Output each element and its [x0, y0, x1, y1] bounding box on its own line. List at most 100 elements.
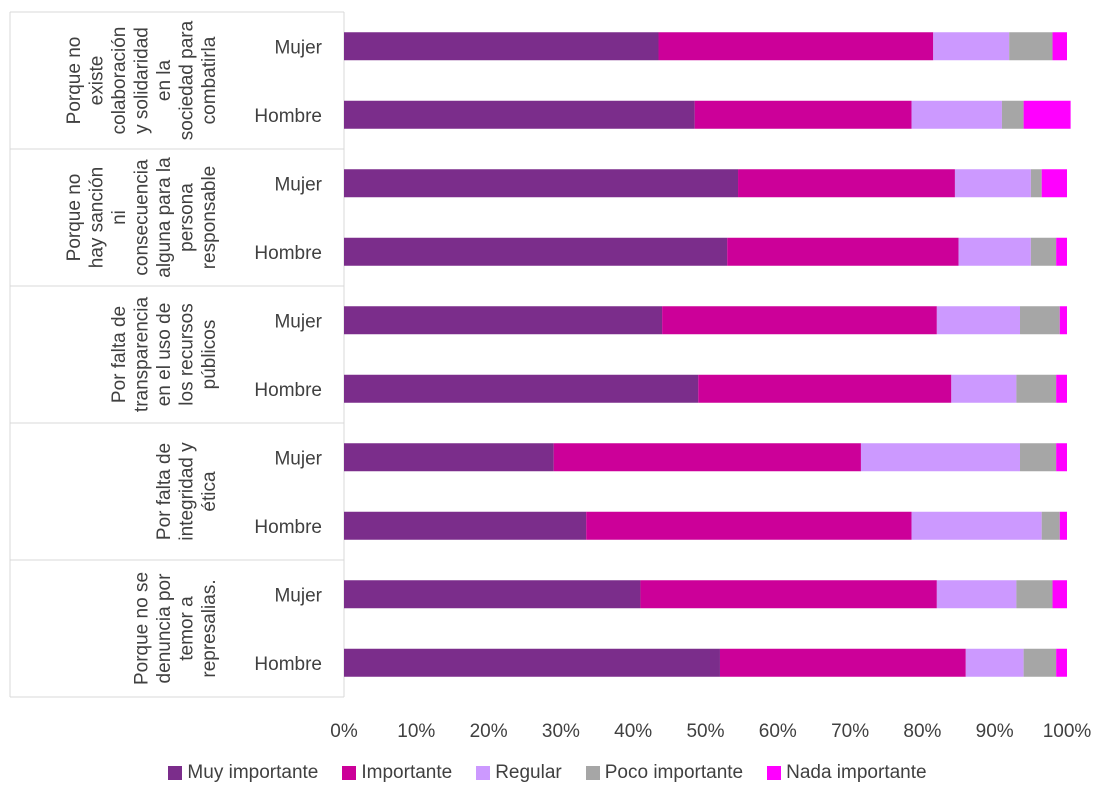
bar-segment — [1020, 306, 1060, 335]
group-label: en el uso de — [154, 303, 175, 407]
bar-segment — [344, 580, 641, 609]
x-tick-label: 60% — [759, 721, 797, 742]
bar-segment — [1016, 374, 1057, 403]
bar-segment — [344, 169, 739, 198]
x-tick-label: 10% — [397, 721, 435, 742]
group-labels: Porque no existe colaboración y solidaridad… — [64, 20, 220, 685]
bar-segment — [951, 374, 1017, 403]
bar-segment — [1030, 237, 1057, 266]
x-tick-label: 30% — [542, 721, 580, 742]
group-label: temor a — [177, 596, 198, 661]
group-label: transparencia — [132, 297, 153, 413]
bar-segment — [860, 443, 1021, 472]
legend-swatch — [476, 766, 491, 780]
legend-label: Poco importante — [604, 762, 744, 783]
category-label: Mujer — [274, 37, 322, 58]
legend-item: Poco importante — [585, 762, 744, 784]
category-label: Mujer — [274, 448, 322, 469]
bar-segment — [1059, 306, 1067, 335]
legend-swatch — [168, 766, 183, 780]
bar-segment — [1041, 169, 1067, 198]
bar-segment — [1023, 100, 1071, 129]
chart: Porque no existe colaboración y solidaridad… — [9, 11, 1091, 742]
group-label: consecuencia — [132, 159, 153, 276]
legend-label: Importante — [361, 762, 453, 783]
x-tick-label: 100% — [1043, 721, 1092, 742]
legend-item: Nada importante — [767, 762, 927, 784]
group-label: persona — [177, 183, 198, 252]
category-label: Hombre — [254, 243, 322, 264]
bar-segment — [933, 32, 1010, 61]
category-label: Hombre — [254, 380, 322, 401]
bar-segment — [1056, 237, 1067, 266]
legend-swatch — [342, 766, 357, 780]
bar-segment — [640, 580, 937, 609]
x-tick-label: 70% — [831, 721, 869, 742]
category-label: Mujer — [274, 585, 322, 606]
bar-segment — [344, 374, 699, 403]
group-label: en la — [154, 59, 175, 101]
bar-segment — [958, 237, 1031, 266]
bar-segment — [1020, 443, 1057, 472]
bar-segment — [1041, 511, 1060, 540]
x-tick-label: 40% — [614, 721, 652, 742]
group-label: hay sanción — [87, 167, 108, 268]
group-label: alguna para la — [154, 157, 175, 278]
bar-segment — [344, 648, 720, 677]
group-label: Porque no se — [132, 572, 153, 685]
bar-segment — [954, 169, 1031, 198]
category-label: Mujer — [274, 311, 322, 332]
bar-segment — [1056, 374, 1067, 403]
group-label: sociedad para — [177, 20, 198, 140]
bar-segment — [344, 306, 663, 335]
bar-segment — [911, 511, 1042, 540]
bar-segment — [344, 32, 659, 61]
group-label: y solidaridad — [132, 27, 153, 134]
bar-segment — [1023, 648, 1057, 677]
bar-segment — [1001, 100, 1024, 129]
bar-segment — [1059, 511, 1067, 540]
legend-item: Regular — [476, 762, 562, 784]
bar-segment — [727, 237, 959, 266]
group-label: públicos — [199, 320, 220, 390]
group-label: Porque no — [64, 174, 85, 262]
bar-segment — [694, 100, 912, 129]
bar-segment — [936, 580, 1017, 609]
bar-segment — [1056, 443, 1067, 472]
bar-segment — [344, 237, 728, 266]
x-tick-label: 80% — [903, 721, 941, 742]
bar-segment — [1056, 648, 1067, 677]
legend: Muy importante Importante Regular Poco impo… — [0, 762, 1095, 784]
category-label: Hombre — [254, 517, 322, 538]
bars — [344, 32, 1071, 677]
group-label: represalias. — [199, 579, 220, 677]
category-label: Mujer — [274, 174, 322, 195]
legend-label: Nada importante — [786, 762, 927, 783]
group-label: Porque no — [64, 37, 85, 125]
bar-segment — [344, 511, 587, 540]
bar-segment — [1052, 580, 1067, 609]
x-tick-label: 20% — [470, 721, 508, 742]
x-tick-label: 50% — [686, 721, 724, 742]
bar-segment — [738, 169, 955, 198]
bar-segment — [1009, 32, 1053, 61]
group-label: responsable — [199, 166, 220, 270]
legend-item: Muy importante — [168, 762, 318, 784]
group-label: Por falta de — [109, 306, 130, 403]
bar-segment — [1030, 169, 1042, 198]
group-label: integridad y — [177, 442, 198, 541]
legend-swatch — [767, 766, 782, 780]
group-label: colaboración — [109, 27, 130, 135]
bar-segment — [1052, 32, 1067, 61]
bar-segment — [719, 648, 966, 677]
group-label: existe — [87, 56, 108, 106]
legend-label: Regular — [495, 762, 562, 783]
legend-swatch — [585, 766, 600, 780]
bar-segment — [344, 443, 554, 472]
bar-segment — [658, 32, 934, 61]
bar-segment — [698, 374, 952, 403]
bar-segment — [344, 100, 695, 129]
x-axis-ticks: 0% 10% 20% 30% 40% 50% 60% 70% 80% 90% 100% — [330, 721, 1091, 742]
bar-segment — [586, 511, 912, 540]
group-label: ni — [109, 210, 130, 225]
